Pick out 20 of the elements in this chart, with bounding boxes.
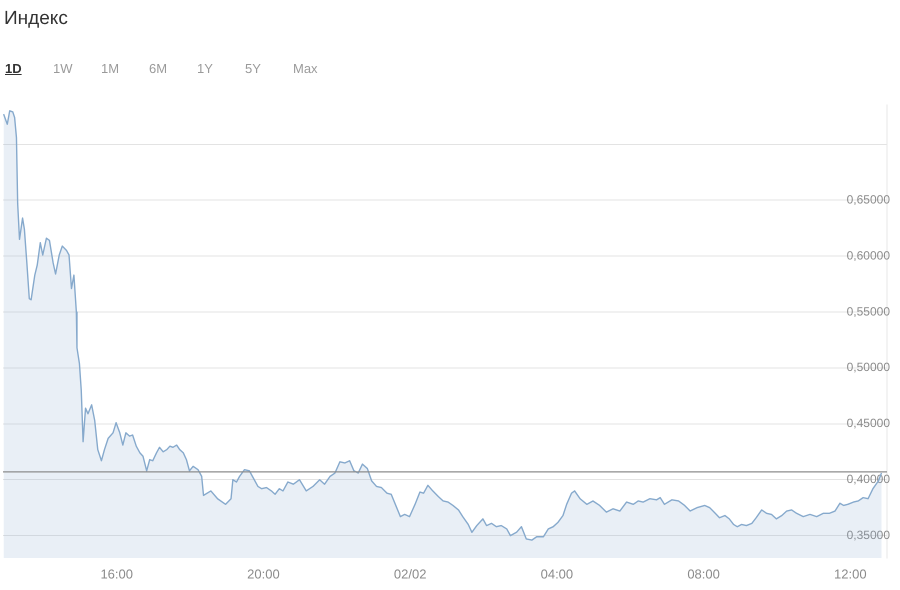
y-tick-label: 0,65000 — [846, 192, 890, 207]
text: 1W — [53, 61, 72, 76]
x-tick-label: 20:00 — [247, 566, 280, 582]
text: 1M — [101, 61, 120, 76]
text: 6M — [149, 61, 168, 76]
chart-title: Индекс — [4, 8, 68, 30]
y-tick-label: 0,35000 — [846, 528, 890, 542]
y-tick-label: 0,50000 — [846, 360, 890, 374]
y-tick-label: 0,45000 — [846, 416, 890, 430]
y-tick-label: 0,55000 — [846, 304, 890, 318]
x-tick-label: 16:00 — [100, 566, 133, 582]
x-tick-label: 12:00 — [834, 566, 867, 582]
text: Max — [293, 61, 318, 76]
text: 1D — [5, 61, 22, 76]
text: 1Y — [197, 61, 213, 76]
y-tick-label: 0,60000 — [846, 248, 890, 262]
x-tick-label: 02/02 — [394, 566, 426, 582]
x-tick-label: 08:00 — [687, 566, 720, 582]
x-tick-label: 04:00 — [540, 566, 574, 582]
text: 5Y — [245, 61, 261, 76]
